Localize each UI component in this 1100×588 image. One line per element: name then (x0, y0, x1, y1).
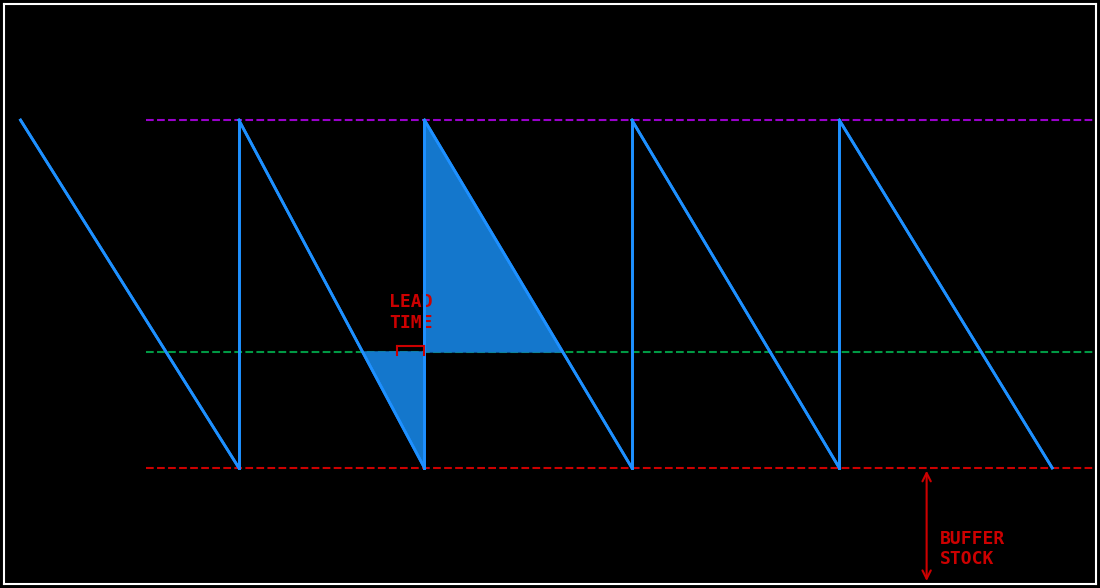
Text: LEAD
TIME: LEAD TIME (389, 293, 432, 332)
Text: BUFFER
STOCK: BUFFER STOCK (939, 530, 1005, 569)
Polygon shape (239, 120, 563, 468)
